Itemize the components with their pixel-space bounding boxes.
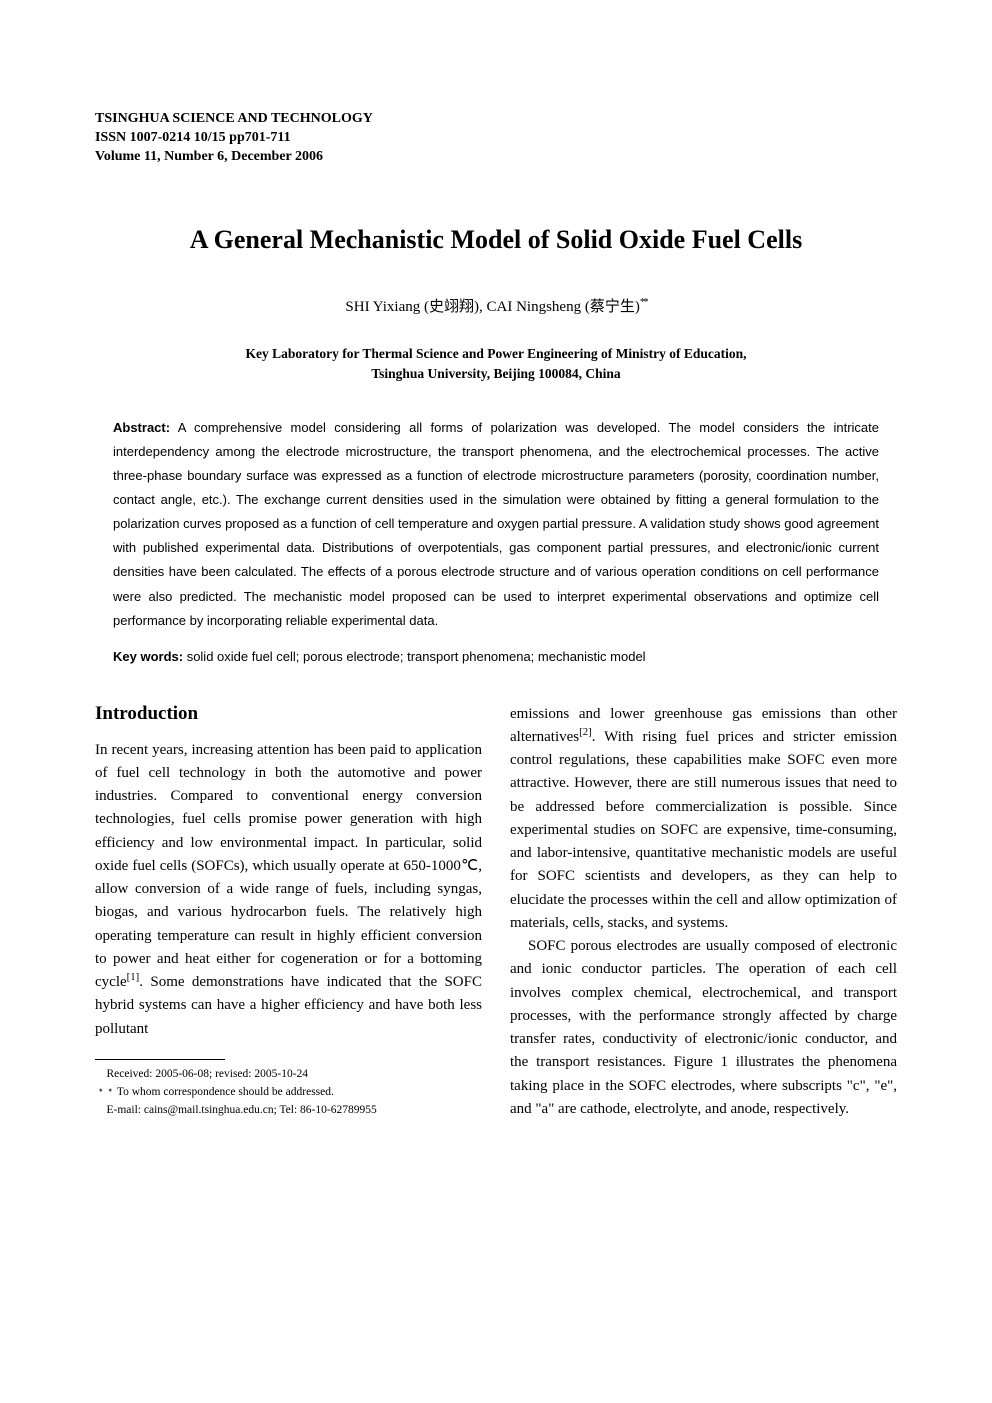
journal-name: TSINGHUA SCIENCE AND TECHNOLOGY (95, 110, 897, 129)
affiliation: Key Laboratory for Thermal Science and P… (95, 344, 897, 385)
journal-header: TSINGHUA SCIENCE AND TECHNOLOGY ISSN 100… (95, 110, 897, 167)
footnote-correspondence: ﹡﹡ To whom correspondence should be addr… (95, 1084, 482, 1102)
citation-2: [2] (579, 726, 592, 738)
intro-paragraph-right-1: emissions and lower greenhouse gas emiss… (510, 703, 897, 936)
paper-title: A General Mechanistic Model of Solid Oxi… (95, 225, 897, 255)
left-column: Introduction In recent years, increasing… (95, 703, 482, 1122)
affiliation-line1: Key Laboratory for Thermal Science and P… (95, 344, 897, 364)
journal-issn: ISSN 1007-0214 10/15 pp701-711 (95, 129, 897, 148)
footnote-marker: ﹡﹡ (95, 1086, 114, 1098)
abstract-label: Abstract: (113, 420, 170, 435)
footnote-received-text: Received: 2005-06-08; revised: 2005-10-2… (107, 1068, 309, 1080)
footnote-email-text: E-mail: cains@mail.tsinghua.edu.cn; Tel:… (107, 1104, 377, 1116)
keywords: Key words: solid oxide fuel cell; porous… (95, 645, 897, 669)
intro-text-r1b: . With rising fuel prices and stricter e… (510, 729, 897, 931)
authors-line: SHI Yixiang (史翊翔), CAI Ningsheng (蔡宁生)** (95, 295, 897, 316)
abstract: Abstract: A comprehensive model consider… (95, 416, 897, 632)
journal-volume: Volume 11, Number 6, December 2006 (95, 148, 897, 167)
keywords-text: solid oxide fuel cell; porous electrode;… (183, 649, 645, 664)
intro-paragraph-left: In recent years, increasing attention ha… (95, 739, 482, 1041)
affiliation-line2: Tsinghua University, Beijing 100084, Chi… (95, 364, 897, 384)
intro-paragraph-right-2: SOFC porous electrodes are usually compo… (510, 935, 897, 1121)
introduction-heading: Introduction (95, 703, 482, 725)
intro-text-1b: . Some demonstrations have indicated tha… (95, 974, 482, 1037)
footnotes: Received: 2005-06-08; revised: 2005-10-2… (95, 1066, 482, 1119)
abstract-text: A comprehensive model considering all fo… (113, 420, 879, 627)
keywords-label: Key words: (113, 649, 183, 664)
footnote-email: E-mail: cains@mail.tsinghua.edu.cn; Tel:… (95, 1102, 482, 1120)
footnote-separator (95, 1059, 225, 1060)
footnote-correspondence-text: To whom correspondence should be address… (117, 1086, 334, 1098)
footnote-received: Received: 2005-06-08; revised: 2005-10-2… (95, 1066, 482, 1084)
body-columns: Introduction In recent years, increasing… (95, 703, 897, 1122)
citation-1: [1] (127, 971, 140, 983)
right-column: emissions and lower greenhouse gas emiss… (510, 703, 897, 1122)
authors-text: SHI Yixiang (史翊翔), CAI Ningsheng (蔡宁生) (345, 299, 639, 315)
intro-text-1a: In recent years, increasing attention ha… (95, 742, 482, 991)
corresponding-author-marker: ** (640, 296, 647, 308)
